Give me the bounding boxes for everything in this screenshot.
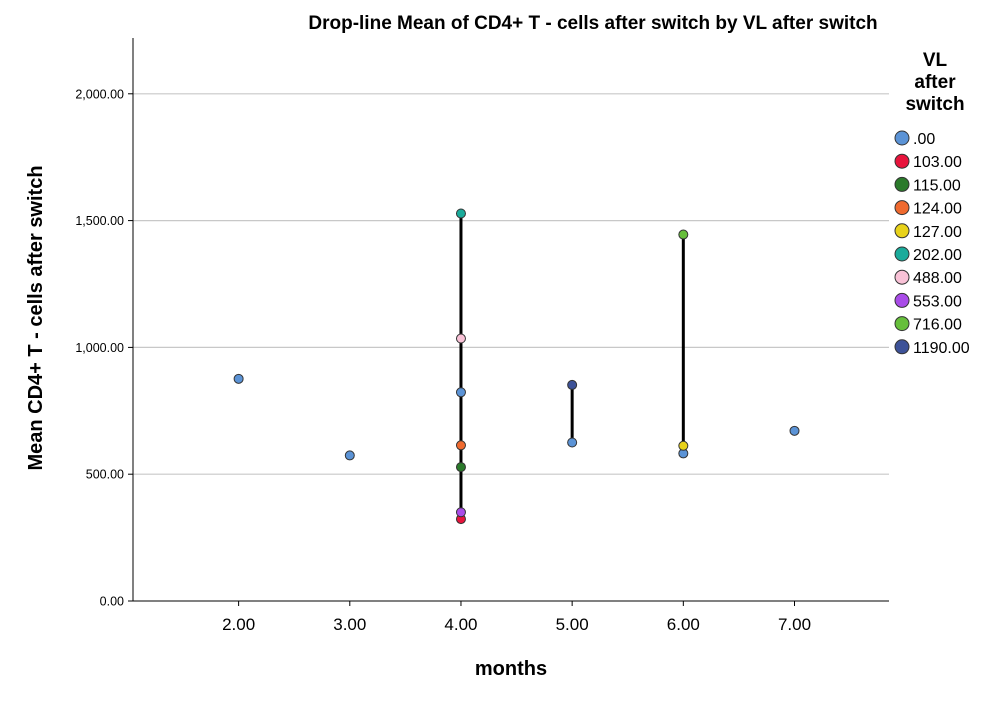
legend-marker [894,130,910,146]
legend-label: 124.00 [913,201,962,218]
legend-marker [894,200,910,216]
legend-marker [894,316,910,332]
x-axis-title: months [475,658,547,680]
legend-label: 127.00 [913,224,962,241]
y-tick-label: 0.00 [100,595,124,609]
x-tick-label: 3.00 [333,615,366,634]
legend-marker [894,292,910,308]
x-tick-label: 2.00 [222,615,255,634]
y-tick-label: 1,500.00 [75,214,124,228]
data-point [567,379,578,390]
y-tick-label: 2,000.00 [75,87,124,101]
y-axis-title: Mean CD4+ T - cells after switch [25,165,47,470]
legend-label: 716.00 [913,317,962,334]
legend-marker [894,269,910,285]
legend: VL after switch .00 103.00 115.00 124.00 127… [894,50,970,357]
data-point [455,387,466,398]
gridlines [133,93,889,475]
x-ticks: 2.00 3.00 4.00 5.00 6.00 7.00 [222,601,811,634]
legend-title-line-3: switch [905,94,964,115]
legend-label: .00 [913,131,935,148]
data-point [344,450,355,461]
legend-label: 553.00 [913,293,962,310]
legend-marker [894,246,910,262]
legend-items: .00 103.00 115.00 124.00 127.00 202.00 488.00 5… [894,130,970,357]
legend-marker [894,176,910,192]
y-tick-label: 1,000.00 [75,341,124,355]
x-tick-label: 7.00 [778,615,811,634]
data-point [455,333,466,344]
drop-lines [459,213,685,520]
data-point [455,462,466,473]
x-tick-label: 5.00 [556,615,589,634]
data-point [567,437,578,448]
data-points [233,208,800,525]
y-tick-label: 500.00 [86,468,124,482]
legend-title-line-2: after [914,72,956,93]
x-tick-label: 6.00 [667,615,700,634]
legend-marker [894,223,910,239]
legend-label: 488.00 [913,270,962,287]
data-point [455,440,466,451]
legend-marker [894,153,910,169]
data-point [455,208,466,219]
legend-label: 1190.00 [913,340,970,357]
data-point [678,440,689,451]
legend-marker [894,339,910,355]
chart-title: Drop-line Mean of CD4+ T - cells after s… [308,13,877,34]
legend-label: 202.00 [913,247,962,264]
data-point [789,425,800,436]
data-point [233,373,244,384]
data-point [678,229,689,240]
data-point [455,507,466,518]
x-tick-label: 4.00 [444,615,477,634]
y-ticks: 0.00 500.00 1,000.00 1,500.00 2,000.00 [75,87,133,609]
legend-label: 115.00 [913,177,961,194]
legend-label: 103.00 [913,154,962,171]
legend-title-line-1: VL [923,50,948,71]
